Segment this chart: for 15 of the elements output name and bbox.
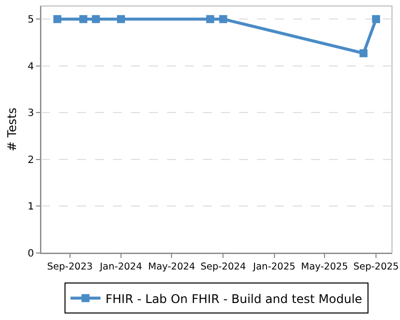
y-tick-label: 4	[28, 61, 34, 72]
y-tick-label: 2	[28, 154, 34, 166]
x-tick-label: May-2024	[148, 261, 196, 272]
x-tick-label: Sep-2023	[47, 261, 93, 272]
x-tick-label: May-2025	[301, 261, 348, 272]
x-tick-label: Jan-2025	[252, 261, 296, 272]
y-tick-label: 3	[28, 108, 34, 120]
y-tick-label: 0	[28, 248, 34, 260]
x-tick-label: Sep-2024	[200, 261, 246, 272]
x-tick-label: Sep-2025	[353, 261, 399, 272]
y-tick-label: 5	[28, 14, 34, 26]
legend-label: FHIR - Lab On FHIR - Build and test Module	[106, 292, 362, 306]
y-axis-title: # Tests	[4, 108, 19, 152]
y-tick-label: 1	[28, 202, 34, 213]
x-tick-label: Jan-2024	[98, 261, 142, 272]
